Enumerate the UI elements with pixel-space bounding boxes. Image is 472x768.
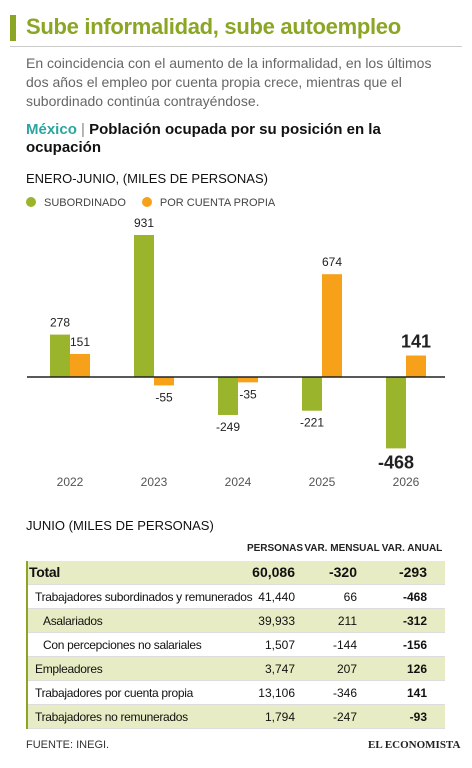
table-row: Trabajadores subordinados y remunerados 4… <box>27 585 445 609</box>
cell: -468 <box>402 590 427 604</box>
intro-text: En coincidencia con el aumento de la inf… <box>26 55 432 109</box>
region: México <box>26 121 77 138</box>
legend-item: POR CUENTA PROPIA <box>141 197 276 209</box>
legend: SUBORDINADO POR CUENTA PROPIA <box>26 197 291 209</box>
value-label: -249 <box>216 420 240 434</box>
value-label: 674 <box>322 255 342 269</box>
bar <box>134 235 154 377</box>
table-row: Con percepciones no salariales 1,507 -144 -… <box>27 633 445 657</box>
row-label: Total <box>29 564 60 580</box>
legend-swatch <box>141 197 152 207</box>
bar <box>218 377 238 415</box>
cell: 1,507 <box>264 638 295 652</box>
cell: -320 <box>328 564 357 580</box>
bar <box>302 377 322 411</box>
cell: 3,747 <box>264 662 295 676</box>
cell: 41,440 <box>258 590 295 604</box>
cell: 39,933 <box>258 614 295 628</box>
bar <box>70 353 90 377</box>
cell: -293 <box>398 564 427 580</box>
chart-title: México | Población ocupada por su posici… <box>26 121 406 157</box>
cell: 207 <box>336 662 357 676</box>
column-header: PERSONAS <box>246 543 304 554</box>
bar <box>50 334 70 377</box>
separator: | <box>81 121 85 138</box>
bar <box>406 355 426 377</box>
x-tick-label: 2024 <box>225 475 252 489</box>
source: FUENTE: INEGI. <box>26 739 110 751</box>
legend-label: SUBORDINADO <box>44 197 126 209</box>
value-label: -221 <box>300 416 324 430</box>
table-row: Trabajadores por cuenta propia 13,106 -346… <box>27 681 445 705</box>
value-label: -468 <box>378 452 414 472</box>
row-label: Trabajadores subordinados y remunerados <box>35 590 253 604</box>
value-label: 151 <box>70 335 90 349</box>
brand: EL ECONOMISTA <box>368 739 461 751</box>
divider <box>10 46 462 47</box>
x-tick-label: 2023 <box>141 475 168 489</box>
cell: -144 <box>332 638 357 652</box>
value-label: -35 <box>239 387 257 401</box>
table-row: Trabajadores no remunerados 1,794 -247 -93 <box>27 705 445 729</box>
chart-subtitle: ENERO-JUNIO, (MILES DE PERSONAS) <box>26 171 268 186</box>
cell: 13,106 <box>258 686 295 700</box>
cell: 211 <box>337 614 357 628</box>
table-row: Asalariados 39,933 211 -312 <box>27 609 445 633</box>
row-label: Trabajadores no remunerados <box>35 710 188 724</box>
table-title: JUNIO (MILES DE PERSONAS) <box>26 518 214 533</box>
cell: 60,086 <box>252 564 295 580</box>
x-tick-label: 2026 <box>393 475 420 489</box>
table-row: Empleadores 3,747 207 126 <box>27 657 445 681</box>
table-accent <box>26 561 28 729</box>
row-label: Con percepciones no salariales <box>43 638 202 652</box>
row-label: Trabajadores por cuenta propia <box>35 686 193 700</box>
x-tick-label: 2022 <box>57 475 84 489</box>
table-row: Total 60,086 -320 -293 <box>27 561 445 585</box>
value-label: 931 <box>134 216 154 230</box>
cell: -346 <box>332 686 357 700</box>
legend-swatch <box>26 197 36 207</box>
legend-label: POR CUENTA PROPIA <box>159 197 276 209</box>
cell: -247 <box>332 710 357 724</box>
cell: 126 <box>406 662 427 676</box>
value-label: 141 <box>401 331 431 351</box>
value-label: 278 <box>50 316 70 330</box>
cell: 141 <box>406 686 427 700</box>
column-header: VAR. ANUAL <box>381 543 443 554</box>
cell: 1,794 <box>264 710 295 724</box>
headline: Sube informalidad, sube autoempleo <box>26 14 401 39</box>
bar <box>238 377 258 383</box>
cell: 66 <box>343 590 357 604</box>
bar <box>154 377 174 386</box>
cell: -93 <box>409 710 427 724</box>
x-tick-label: 2025 <box>309 475 336 489</box>
value-label: -55 <box>155 390 173 404</box>
bar <box>322 274 342 377</box>
title-accent <box>10 15 16 41</box>
chart-title-text: Población ocupada por su posición en la … <box>26 121 381 156</box>
row-label: Asalariados <box>43 614 103 628</box>
row-label: Empleadores <box>35 662 103 676</box>
legend-item: SUBORDINADO <box>26 197 126 209</box>
cell: -156 <box>402 638 427 652</box>
bar <box>386 377 406 449</box>
cell: -312 <box>402 614 427 628</box>
column-header: VAR. MENSUAL <box>304 543 380 554</box>
